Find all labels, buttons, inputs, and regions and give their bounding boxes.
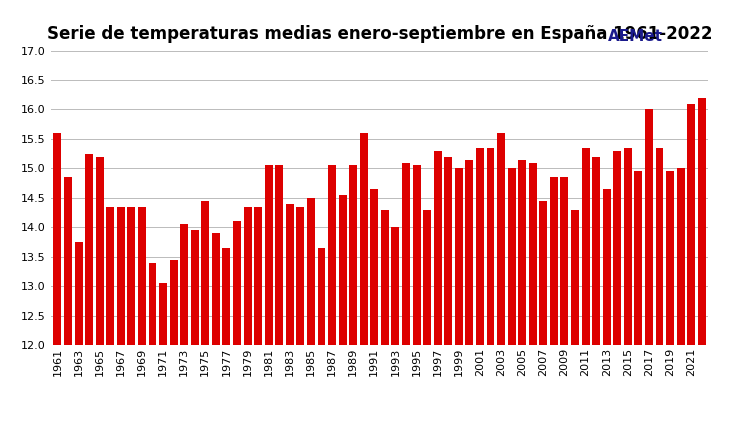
Bar — [64, 177, 72, 345]
Bar — [191, 230, 199, 345]
Bar — [128, 207, 135, 345]
Bar — [360, 133, 368, 345]
Bar — [107, 207, 114, 345]
Bar — [476, 148, 484, 345]
Bar — [645, 109, 653, 345]
Bar — [550, 177, 558, 345]
Bar — [624, 148, 631, 345]
Bar — [286, 204, 293, 345]
Bar — [434, 151, 442, 345]
Bar — [223, 248, 231, 345]
Bar — [138, 207, 146, 345]
Bar — [402, 163, 410, 345]
Bar — [455, 168, 463, 345]
Bar — [666, 171, 674, 345]
Bar — [391, 227, 399, 345]
Bar — [571, 210, 579, 345]
Bar — [613, 151, 621, 345]
Bar — [687, 104, 695, 345]
Bar — [370, 189, 378, 345]
Bar — [381, 210, 389, 345]
Bar — [233, 221, 241, 345]
Bar — [307, 198, 315, 345]
Bar — [85, 154, 93, 345]
Bar — [275, 165, 283, 345]
Bar — [53, 133, 61, 345]
Bar — [318, 248, 326, 345]
Bar — [412, 165, 420, 345]
Bar — [466, 160, 473, 345]
Bar — [349, 165, 357, 345]
Bar — [328, 165, 336, 345]
Text: AEMet: AEMet — [607, 29, 663, 45]
Title: Serie de temperaturas medias enero-septiembre en España 1961-2022: Serie de temperaturas medias enero-septi… — [47, 25, 712, 43]
Bar — [169, 260, 177, 345]
Bar — [244, 207, 252, 345]
Bar — [96, 157, 104, 345]
Bar — [74, 242, 82, 345]
Bar — [180, 224, 188, 345]
Bar — [201, 201, 210, 345]
Bar — [529, 163, 537, 345]
Bar — [265, 165, 272, 345]
Bar — [445, 157, 452, 345]
Bar — [339, 195, 347, 345]
Bar — [656, 148, 664, 345]
Bar — [518, 160, 526, 345]
Bar — [634, 171, 642, 345]
Bar — [296, 207, 304, 345]
Bar — [159, 283, 167, 345]
Bar — [212, 233, 220, 345]
Bar — [117, 207, 125, 345]
Bar — [592, 157, 600, 345]
Bar — [539, 201, 548, 345]
Bar — [603, 189, 611, 345]
Bar — [582, 148, 590, 345]
Bar — [254, 207, 262, 345]
Bar — [507, 168, 515, 345]
Bar — [497, 133, 505, 345]
Bar — [677, 168, 685, 345]
Bar — [698, 98, 706, 345]
Bar — [423, 210, 431, 345]
Bar — [561, 177, 569, 345]
Bar — [487, 148, 494, 345]
Bar — [148, 263, 156, 345]
